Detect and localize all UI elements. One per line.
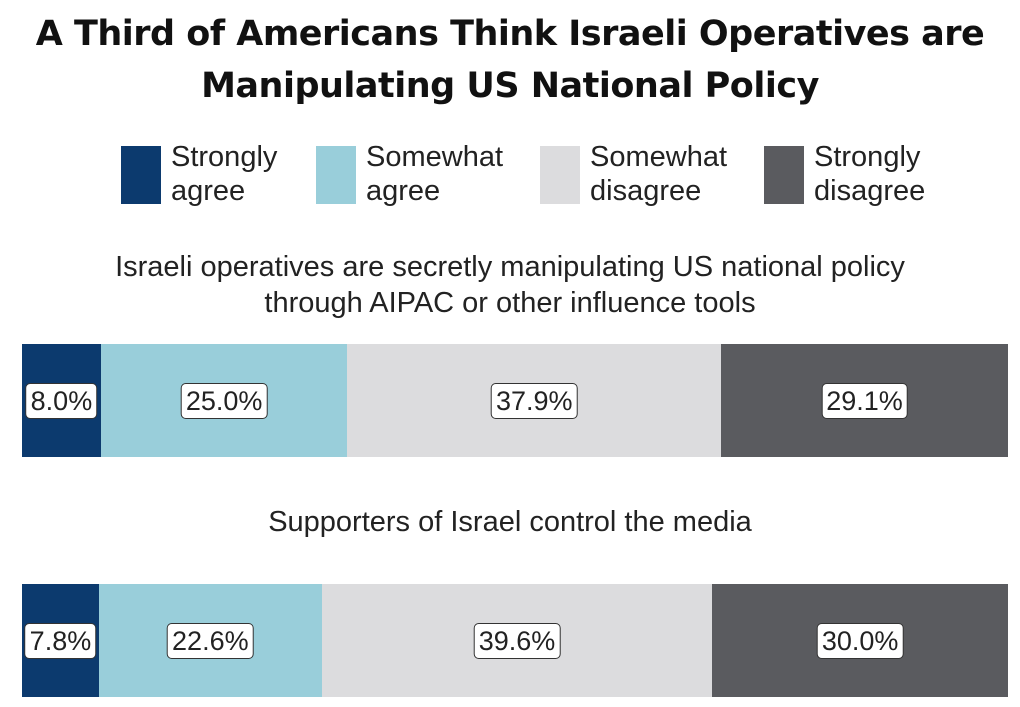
bar-data-label-somewhat-disagree: 39.6%: [473, 622, 561, 659]
bar-data-label-somewhat-agree: 22.6%: [167, 622, 254, 659]
panel-1-question: Israeli operatives are secretly manipula…: [0, 249, 1020, 321]
legend-label-line: Somewhat: [590, 141, 728, 173]
bar-data-label-strongly-agree: 8.0%: [25, 382, 98, 419]
panel-2-stacked-bar: 7.8% 22.6% 39.6% 30.0%: [22, 584, 1009, 697]
legend-label-line: agree: [366, 175, 441, 207]
legend-label-line: Strongly: [171, 141, 278, 173]
chart-title-line-1: A Third of Americans Think Israeli Opera…: [35, 14, 985, 54]
legend-label-line: disagree: [590, 175, 702, 207]
panel-1-question-line-2: through AIPAC or other influence tools: [264, 287, 756, 319]
legend-swatch-somewhat-disagree: [540, 146, 580, 204]
bar-data-label-strongly-disagree: 30.0%: [816, 622, 904, 659]
legend-label-line: disagree: [814, 175, 926, 207]
panel-2-question-line-1: Supporters of Israel control the media: [268, 506, 752, 538]
panel-2-question: Supporters of Israel control the media: [0, 504, 1020, 540]
panel-1-question-line-1: Israeli operatives are secretly manipula…: [115, 251, 905, 283]
bar-data-label-strongly-disagree: 29.1%: [821, 382, 908, 419]
legend-swatch-strongly-disagree: [764, 146, 804, 204]
legend-label-strongly-disagree: Strongly disagree: [814, 140, 925, 208]
chart-title-line-2: Manipulating US National Policy: [201, 66, 819, 106]
legend-label-somewhat-agree: Somewhat agree: [366, 140, 503, 208]
bar-data-label-strongly-agree: 7.8%: [24, 622, 97, 659]
legend-label-somewhat-disagree: Somewhat disagree: [590, 140, 727, 208]
legend-label-line: agree: [171, 175, 246, 207]
bar-data-label-somewhat-agree: 25.0%: [180, 382, 268, 419]
legend-label-strongly-agree: Strongly agree: [171, 140, 277, 208]
legend-swatch-strongly-agree: [121, 146, 161, 204]
legend-label-line: Somewhat: [366, 141, 504, 173]
legend-swatch-somewhat-agree: [316, 146, 356, 204]
panel-1-stacked-bar: 8.0% 25.0% 37.9% 29.1%: [22, 344, 1009, 457]
chart-title: A Third of Americans Think Israeli Opera…: [0, 8, 1020, 112]
bar-data-label-somewhat-disagree: 37.9%: [490, 382, 578, 419]
legend-label-line: Strongly: [814, 141, 921, 173]
